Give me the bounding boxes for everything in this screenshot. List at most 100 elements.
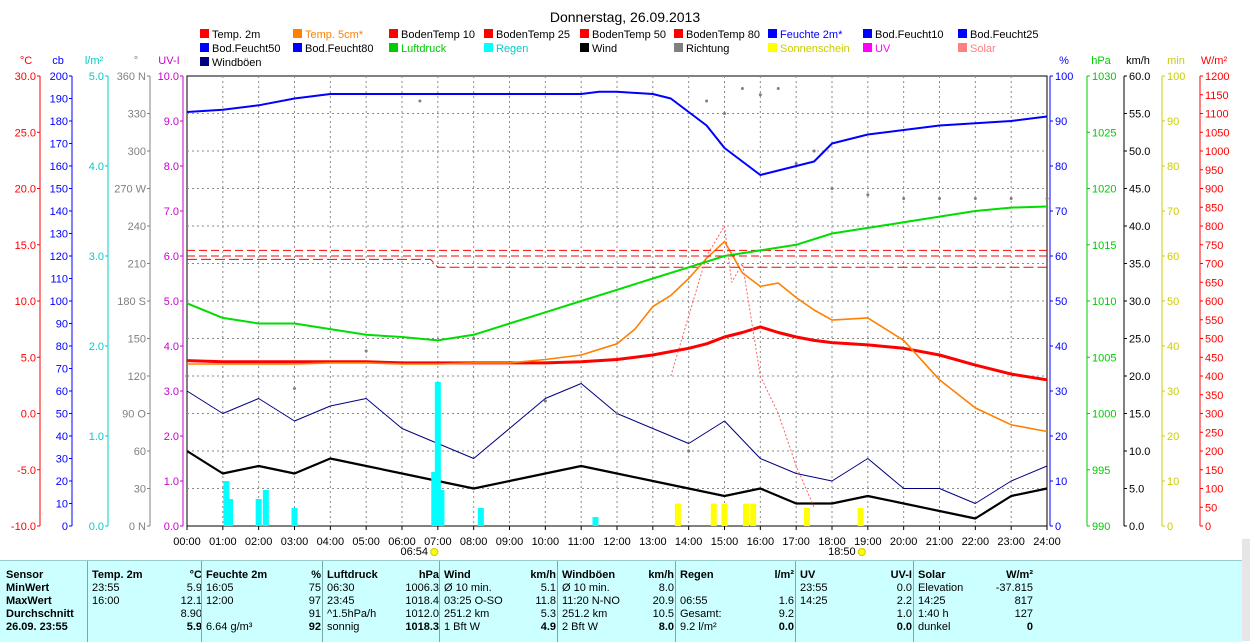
- point-richtung: [687, 449, 691, 453]
- stats-cell: Ø 10 min.: [444, 582, 492, 594]
- stats-cell: hPa: [418, 569, 439, 581]
- stats-cell: Wind: [444, 569, 471, 581]
- x-tick-label: 22:00: [962, 536, 990, 548]
- axis-tick-label: 70: [1167, 206, 1179, 218]
- legend-swatch: [674, 43, 683, 52]
- stats-cell: 23:55: [92, 582, 120, 594]
- stats-row: 5.9: [92, 621, 202, 634]
- axis-tick-label: 60: [1167, 251, 1179, 263]
- stats-cell: Solar: [918, 569, 946, 581]
- legend-swatch: [580, 43, 589, 52]
- stats-row: 1.0: [800, 608, 912, 621]
- legend-label: Windböen: [212, 57, 262, 69]
- axis-unit: min: [1167, 55, 1185, 67]
- axis-tick-label: 550: [1205, 315, 1223, 327]
- axis-tick-label: 50: [1205, 502, 1217, 514]
- x-tick-label: 11:00: [568, 536, 595, 548]
- axis-tick-label: 30.0: [1129, 296, 1150, 308]
- x-tick-label: 18:00: [818, 536, 846, 548]
- stats-row: 14:25 817: [918, 595, 1033, 608]
- series-layer: [185, 87, 1049, 526]
- stats-header: Wind km/h: [444, 569, 556, 582]
- axis-tick-label: 1010: [1092, 296, 1116, 308]
- axis-tick-label: 250: [1205, 427, 1223, 439]
- stats-cell: 5.9: [186, 621, 202, 633]
- axis-tick-label: 4.0: [89, 161, 104, 173]
- point-richtung: [794, 162, 798, 165]
- axis-tick-label: 1030: [1092, 71, 1116, 83]
- legend-label: Temp. 5cm*: [305, 29, 364, 41]
- stats-cell: Temp. 2m: [92, 569, 143, 581]
- legend-label: Regen: [496, 43, 528, 55]
- stats-row: [680, 582, 794, 595]
- stats-cell: %: [311, 569, 321, 581]
- stats-cell: 2 Bft W: [562, 621, 599, 633]
- axis-tick-label: 0: [1167, 521, 1173, 533]
- axis-tick-label: 10: [1055, 476, 1067, 488]
- stats-cell: 23:45: [327, 595, 355, 607]
- axis-tick-label: 60: [1055, 251, 1067, 263]
- bar-sonnenschein: [803, 508, 810, 526]
- x-tick-label: 06:00: [388, 536, 416, 548]
- axis-unit: cb: [52, 55, 64, 67]
- stats-row: MaxWert: [6, 595, 90, 608]
- bar-regen: [431, 472, 438, 526]
- stats-cell: 06:55: [680, 595, 708, 607]
- stats-cell: 6.64 g/m³: [206, 621, 253, 633]
- axis-tick-label: 40: [1055, 341, 1067, 353]
- legend-swatch: [389, 43, 398, 52]
- axis-tick-label: 190: [50, 94, 68, 106]
- stats-row: Ø 10 min. 5.1: [444, 582, 556, 595]
- stats-row: 23:45 1018.4: [327, 595, 439, 608]
- axis-tick-label: 650: [1205, 277, 1223, 289]
- stats-cell: 0.0: [778, 621, 794, 633]
- axis-tick-label: 1200: [1205, 71, 1229, 83]
- point-richtung: [758, 93, 762, 97]
- sunrise-label: 06:54: [400, 546, 428, 558]
- stats-cell: Gesamt:: [680, 608, 722, 620]
- series-solar: [670, 225, 815, 508]
- point-richtung: [472, 337, 476, 340]
- axis-tick-label: 1005: [1092, 352, 1116, 364]
- stats-cell: Sensor: [6, 569, 44, 581]
- sunset-icon: [857, 548, 866, 556]
- stats-cell: 9.2 l/m²: [680, 621, 717, 633]
- stats-column: Sensor MinWert MaxWert Durchschnitt 26.09. 2…: [6, 561, 90, 642]
- axis-tick-label: 850: [1205, 202, 1223, 214]
- stats-cell: 1012.0: [405, 608, 439, 620]
- stats-row: Ø 10 min. 8.0: [562, 582, 674, 595]
- axis-tick-label: 3.0: [164, 386, 179, 398]
- axis-tick-label: 15.0: [1129, 409, 1150, 421]
- bar-sonnenschein: [750, 503, 757, 526]
- x-tick-label: 15:00: [711, 536, 739, 548]
- stats-cell: 12:00: [206, 595, 234, 607]
- legend-label: BodenTemp 25: [496, 29, 570, 41]
- stats-column: Feuchte 2m% 16:05 75 12:00 97 91 6.64 g/m³ 92: [206, 561, 321, 642]
- axis-tick-label: 2.0: [89, 341, 104, 353]
- stats-row: 16:00 12.1: [92, 595, 202, 608]
- stats-cell: Durchschnitt: [6, 608, 74, 620]
- scrollbar[interactable]: [1242, 539, 1250, 641]
- sunrise-icon: [430, 548, 439, 556]
- legend-label: Bod.Feucht80: [305, 43, 374, 55]
- stats-header: Windböen km/h: [562, 569, 674, 582]
- stats-column: Windböen km/h Ø 10 min. 8.0 11:20 N-NO 20.9 25…: [562, 561, 674, 642]
- axis-tick-label: 0: [1055, 521, 1061, 533]
- axis-tick-label: 90: [56, 319, 68, 331]
- axis-tick-label: 140: [50, 206, 68, 218]
- point-richtung: [812, 149, 816, 153]
- stats-row: 2 Bft W 8.0: [562, 621, 674, 634]
- legend-label: Bod.Feucht10: [875, 29, 944, 41]
- x-tick-label: 08:00: [460, 536, 488, 548]
- axis-tick-label: 55.0: [1129, 109, 1150, 121]
- axis-tick-label: 5.0: [21, 352, 36, 364]
- bar-regen: [291, 508, 298, 526]
- axis-tick-label: 10: [56, 499, 68, 511]
- axis-tick-label: 100: [1167, 71, 1185, 83]
- stats-column: Temp. 2m °C 23:55 5.9 16:00 12.1 8.90 5.9: [92, 561, 202, 642]
- legend-swatch: [958, 29, 967, 38]
- axis-unit: W/m²: [1201, 55, 1228, 67]
- stats-cell: sonnig: [327, 621, 360, 633]
- stats-cell: 8.0: [658, 582, 674, 594]
- x-tick-label: 16:00: [747, 536, 775, 548]
